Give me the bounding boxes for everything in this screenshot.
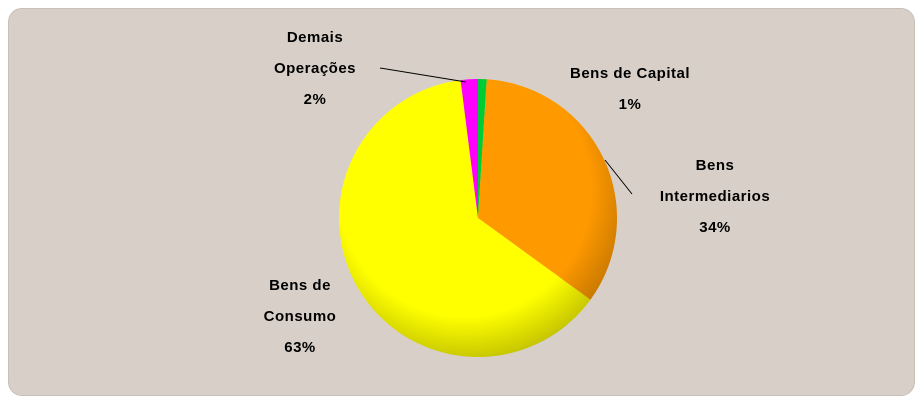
category-label: Bens de Consumo: [263, 277, 337, 325]
category-label: Bens Intermediarios: [659, 157, 771, 205]
value-label: 1%: [618, 96, 642, 113]
slice-label: Demais Operações 2%: [270, 22, 360, 115]
leader-line: [604, 159, 633, 195]
value-label: 63%: [284, 339, 316, 356]
value-label: 2%: [303, 91, 327, 108]
slice-label: Bens Intermediarios 34%: [640, 150, 790, 243]
slice-label: Bens de Capital 1%: [530, 58, 730, 120]
value-label: 34%: [699, 219, 731, 236]
slice-label: Bens de Consumo 63%: [255, 270, 345, 363]
leader-line: [379, 67, 467, 83]
category-label: Demais Operações: [273, 29, 357, 77]
category-label: Bens de Capital: [569, 65, 691, 82]
